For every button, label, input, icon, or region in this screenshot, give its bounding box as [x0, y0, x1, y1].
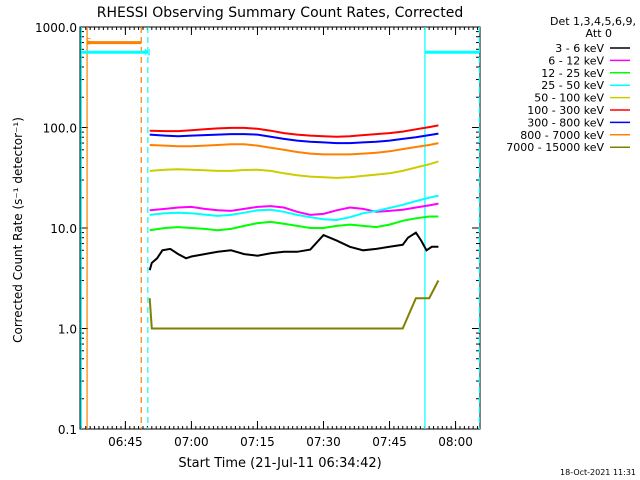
series-line-7	[149, 142, 439, 156]
x-tick-label: 06:45	[108, 435, 143, 449]
series-lines	[148, 124, 440, 330]
series-line-3	[149, 194, 439, 222]
series-line-6	[149, 132, 439, 145]
series-line-4	[149, 160, 439, 179]
series-line-1	[149, 202, 439, 216]
legend-label: 12 - 25 keV	[541, 67, 604, 80]
legend-label: 25 - 50 keV	[541, 79, 604, 92]
legend-label: 100 - 300 keV	[527, 104, 604, 117]
interval-markers	[80, 27, 480, 429]
y-axis-label: Corrected Count Rate (s⁻¹ detector⁻¹)	[11, 117, 25, 343]
legend-label: 7000 - 15000 keV	[506, 141, 604, 154]
y-tick-label: 1000.0	[35, 21, 77, 35]
chart-title: RHESSI Observing Summary Count Rates, Co…	[97, 5, 463, 21]
x-tick-label: 08:00	[438, 435, 473, 449]
annotation-label: S	[86, 38, 92, 48]
x-tick-label: 07:30	[306, 435, 341, 449]
series-line-2	[149, 215, 439, 232]
annotation-label: N	[144, 49, 151, 59]
legend-label: 50 - 100 keV	[534, 92, 604, 105]
legend-header-line-1: Det 1,3,4,5,6,9,	[550, 15, 636, 28]
x-axis-label: Start Time (21-Jul-11 06:34:42)	[178, 456, 381, 471]
series-line-5	[149, 124, 439, 138]
y-tick-label: 10.0	[50, 222, 77, 236]
y-axis-ticks: 0.1 1.0 10.0 100.0 1000.0	[35, 21, 480, 437]
annotations: SN	[86, 38, 151, 59]
x-tick-label: 07:15	[240, 435, 275, 449]
legend-label: 800 - 7000 keV	[520, 129, 604, 142]
plot-frame	[79, 26, 481, 430]
legend-label: 3 - 6 keV	[555, 42, 604, 55]
footer-timestamp: 18-Oct-2021 11:31	[560, 468, 636, 477]
x-tick-label: 07:00	[174, 435, 209, 449]
y-tick-label: 100.0	[43, 122, 77, 136]
plot-area: 0.1 1.0 10.0 100.0 1000.0 06:45 07:00 07:15 07:…	[35, 21, 481, 449]
x-tick-label: 07:45	[372, 435, 407, 449]
y-tick-label: 1.0	[58, 323, 77, 337]
legend-label: 6 - 12 keV	[548, 54, 604, 67]
series-line-0	[148, 231, 439, 271]
legend-label: 300 - 800 keV	[527, 116, 604, 129]
y-tick-label: 0.1	[58, 423, 77, 437]
legend-header-line-2: Att 0	[586, 27, 612, 40]
series-line-8	[148, 280, 440, 330]
